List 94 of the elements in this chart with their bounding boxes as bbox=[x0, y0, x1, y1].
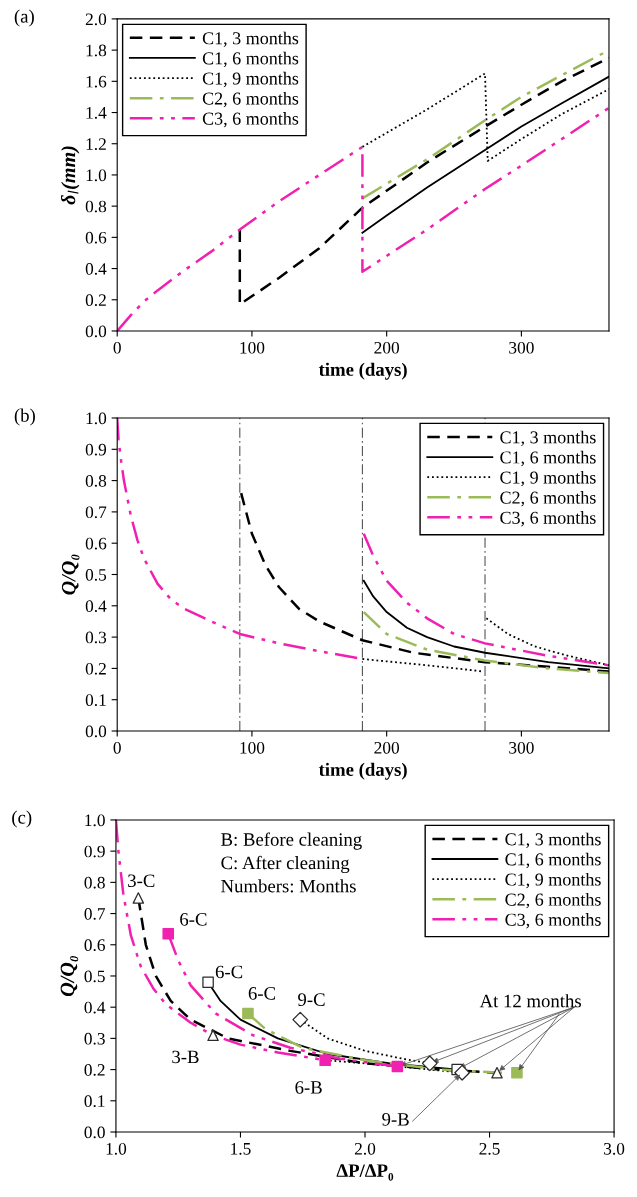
point bbox=[207, 1029, 219, 1042]
annotation: 3-C bbox=[128, 874, 155, 888]
x-tick-label: 200 bbox=[374, 741, 400, 754]
annotation: C: After cleaning bbox=[221, 855, 350, 874]
x-tick-label: 300 bbox=[509, 341, 534, 354]
point bbox=[242, 1007, 254, 1020]
y-tick-label: 1.0 bbox=[86, 169, 107, 182]
x-axis-title: time (days) bbox=[318, 362, 407, 380]
y-tick-label: 1.8 bbox=[86, 44, 107, 57]
annotation: 6-C bbox=[248, 987, 276, 1000]
y-tick-label: 1.0 bbox=[85, 814, 105, 827]
y-tick-label: 0.3 bbox=[85, 631, 107, 644]
y-tick-label: 1.4 bbox=[86, 107, 107, 119]
legend-label: C1, 3 months bbox=[202, 31, 299, 47]
y-tick-label: 0.8 bbox=[84, 876, 105, 889]
annotation: 6-C bbox=[180, 913, 207, 926]
x-tick-label: 2.5 bbox=[479, 1142, 500, 1155]
legend-label: C1, 3 months bbox=[500, 430, 596, 447]
x-tick-label: 100 bbox=[240, 741, 265, 754]
annotation: 9-C bbox=[298, 993, 325, 1006]
y-tick-label: 1.2 bbox=[86, 138, 106, 151]
y-tick-label: 0.1 bbox=[84, 1095, 105, 1108]
legend-label: C1, 9 months bbox=[505, 872, 601, 889]
y-tick-label: 0.3 bbox=[84, 1032, 105, 1045]
y-tick-label: 0.4 bbox=[85, 600, 107, 613]
x-tick-label: 0 bbox=[113, 741, 121, 754]
y-tick-label: 0.7 bbox=[85, 506, 107, 519]
point bbox=[292, 1011, 309, 1028]
x-axis-title: time (days) bbox=[318, 762, 407, 780]
y-tick-label: 0.8 bbox=[85, 475, 107, 487]
y-axis-title: Q/Q₀ bbox=[60, 955, 79, 997]
annotation: At 12 months bbox=[479, 994, 581, 1008]
annotation: 3-B bbox=[172, 1050, 199, 1064]
y-tick-label: 0.5 bbox=[85, 568, 107, 581]
y-tick-label: 0.6 bbox=[85, 537, 107, 550]
y-tick-label: 0.9 bbox=[85, 443, 107, 456]
y-tick-label: 0.6 bbox=[84, 939, 105, 952]
point bbox=[319, 1054, 331, 1067]
point bbox=[421, 1055, 438, 1072]
point bbox=[162, 928, 175, 940]
y-tick-label: 2.0 bbox=[85, 13, 107, 26]
y-tick-label: 0.9 bbox=[84, 845, 105, 858]
y-tick-label: 0.2 bbox=[85, 294, 106, 307]
legend-label: C1, 9 months bbox=[202, 71, 299, 88]
y-tick-label: 0.1 bbox=[85, 694, 106, 706]
x-axis-title: ΔP/ΔP₀ bbox=[336, 1164, 394, 1181]
legend-label: C2, 6 months bbox=[202, 91, 299, 108]
x-tick-label: 1.0 bbox=[106, 1142, 127, 1155]
y-axis-title: Q/Q₀ bbox=[61, 554, 80, 595]
annotation: Numbers: Months bbox=[221, 879, 356, 893]
legend-label: C1, 6 months bbox=[505, 852, 601, 869]
y-tick-label: 0.7 bbox=[84, 908, 106, 920]
annotation: 6-C bbox=[215, 965, 243, 979]
point bbox=[391, 1060, 404, 1073]
y-tick-label: 0.5 bbox=[84, 970, 105, 983]
x-tick-label: 0 bbox=[113, 341, 121, 354]
legend-label: C3, 6 months bbox=[500, 511, 596, 527]
y-tick-label: 0.2 bbox=[84, 1064, 105, 1076]
legend-label: C2, 6 months bbox=[500, 491, 596, 507]
y-tick-label: 0.2 bbox=[85, 662, 106, 675]
y-tick-label: 0.0 bbox=[85, 725, 107, 738]
legend-label: C3, 6 months bbox=[202, 112, 299, 128]
x-tick-label: 200 bbox=[374, 341, 400, 354]
y-tick-label: 0.4 bbox=[84, 1001, 106, 1014]
legend-label: C1, 6 months bbox=[500, 450, 596, 467]
y-tick-label: 1.0 bbox=[86, 412, 107, 425]
x-tick-label: 3.0 bbox=[604, 1142, 625, 1155]
point bbox=[511, 1066, 523, 1079]
y-tick-label: 0.8 bbox=[85, 200, 107, 213]
point bbox=[491, 1066, 503, 1079]
text: (b) bbox=[14, 408, 35, 426]
legend-label: C1, 9 months bbox=[500, 470, 596, 487]
text: (a) bbox=[14, 9, 34, 27]
point bbox=[454, 1064, 471, 1081]
x-tick-label: 1.5 bbox=[231, 1143, 251, 1155]
y-tick-label: 0.4 bbox=[85, 263, 107, 275]
y-axis-title: δ$_{l}$(mm) bbox=[61, 146, 80, 205]
point bbox=[132, 892, 145, 904]
point bbox=[202, 976, 214, 988]
annotation: 6-B bbox=[295, 1081, 322, 1094]
y-tick-label: 0.0 bbox=[84, 1126, 105, 1139]
y-tick-label: 1.6 bbox=[86, 75, 107, 88]
annotation: 9-B bbox=[382, 1113, 409, 1126]
legend-label: C3, 6 months bbox=[505, 913, 601, 929]
x-tick-label: 100 bbox=[240, 341, 265, 354]
legend-label: C2, 6 months bbox=[505, 892, 601, 909]
y-tick-label: 0.0 bbox=[85, 325, 107, 338]
legend-label: C1, 3 months bbox=[505, 832, 601, 848]
x-tick-label: 2.0 bbox=[354, 1142, 376, 1155]
legend-label: C1, 6 months bbox=[202, 51, 299, 68]
annotation: B: Before cleaning bbox=[221, 832, 362, 850]
x-tick-label: 300 bbox=[509, 741, 534, 754]
text: (c) bbox=[12, 810, 32, 828]
y-tick-label: 0.6 bbox=[85, 231, 107, 244]
